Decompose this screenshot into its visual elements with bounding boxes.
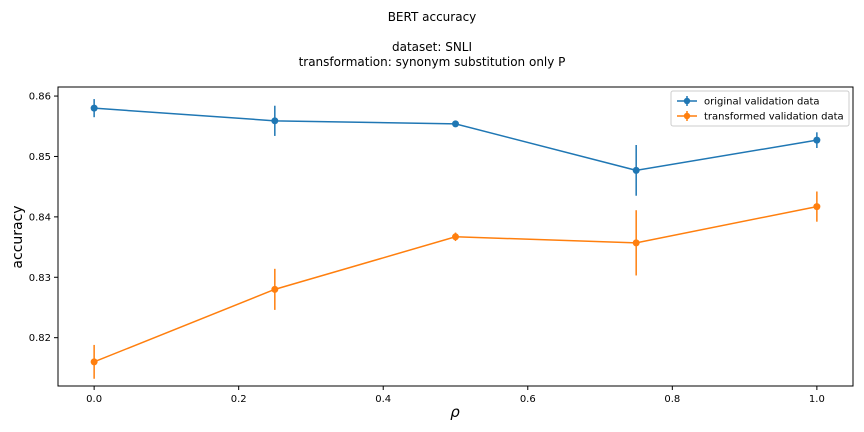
- legend-label: transformed validation data: [704, 112, 844, 123]
- legend-label: original validation data: [704, 97, 820, 108]
- x-tick-label: 0.8: [664, 394, 680, 405]
- chart-title: BERT accuracy: [387, 10, 477, 24]
- data-point: [90, 358, 98, 366]
- chart-subtitle-transformation: transformation: synonym substitution onl…: [298, 55, 566, 69]
- y-tick-label: 0.84: [29, 212, 51, 223]
- series-1: [90, 191, 821, 379]
- y-tick-label: 0.82: [29, 333, 51, 344]
- y-tick-label: 0.86: [29, 92, 51, 103]
- data-point: [813, 203, 821, 211]
- x-tick-label: 0.2: [231, 394, 247, 405]
- data-point: [271, 117, 279, 125]
- x-tick-label: 0.0: [86, 394, 102, 405]
- series-line: [93, 205, 818, 363]
- data-point: [813, 136, 821, 144]
- x-tick-label: 1.0: [809, 394, 825, 405]
- legend-box: [670, 90, 850, 127]
- y-tick-label: 0.83: [29, 273, 51, 284]
- data-point: [90, 104, 98, 112]
- y-axis-label: accuracy: [10, 205, 26, 268]
- data-point: [452, 120, 459, 128]
- legend-marker: [683, 112, 691, 120]
- series-0: [90, 99, 821, 196]
- legend: original validation data transformed vali…: [670, 90, 850, 127]
- plot-frame: [57, 86, 854, 387]
- x-tick-label: 0.6: [520, 394, 536, 405]
- chart-subtitle-dataset: dataset: SNLI: [391, 40, 473, 54]
- legend-marker: [683, 97, 691, 105]
- x-axis-label: ρ: [450, 403, 460, 421]
- data-point: [271, 285, 279, 293]
- series-layer: [90, 99, 821, 379]
- data-point: [632, 239, 640, 247]
- y-axis: 0.82 0.83 0.84 0.85 0.86: [29, 92, 58, 344]
- y-tick-label: 0.85: [29, 152, 51, 163]
- x-axis: 0.0 0.2 0.4 0.6 0.8 1.0: [86, 386, 825, 405]
- data-point: [452, 233, 459, 241]
- plot-area: [57, 86, 854, 387]
- data-point: [632, 166, 640, 174]
- x-tick-label: 0.4: [375, 394, 391, 405]
